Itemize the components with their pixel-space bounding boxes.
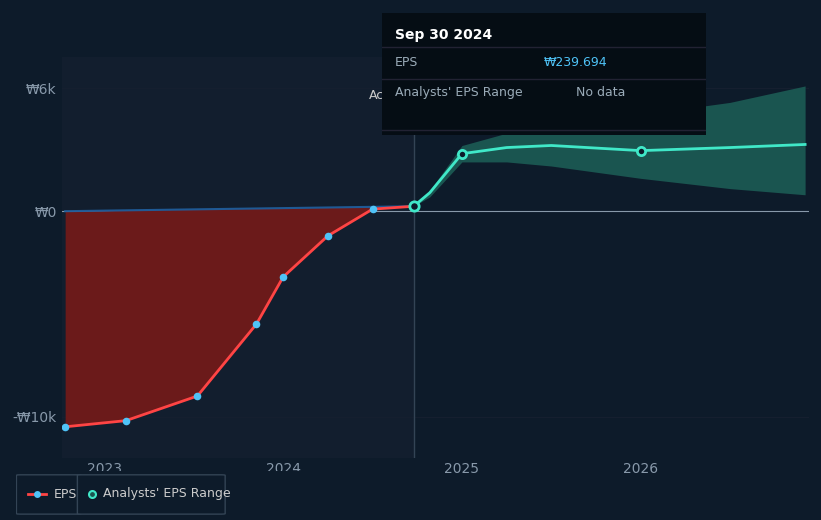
Point bbox=[366, 205, 379, 213]
Text: Actual: Actual bbox=[369, 89, 408, 102]
Text: Sep 30 2024: Sep 30 2024 bbox=[395, 28, 492, 42]
Text: ₩239.694: ₩239.694 bbox=[544, 56, 608, 69]
Text: Analysts Forecasts: Analysts Forecasts bbox=[423, 89, 539, 102]
Point bbox=[190, 392, 204, 400]
Point bbox=[58, 423, 71, 431]
Point bbox=[85, 490, 99, 498]
Text: No data: No data bbox=[576, 86, 626, 99]
Bar bbox=[62, 57, 414, 458]
Point bbox=[250, 320, 263, 328]
Point bbox=[456, 150, 469, 158]
FancyBboxPatch shape bbox=[77, 475, 225, 514]
Point bbox=[321, 232, 334, 240]
Text: Analysts' EPS Range: Analysts' EPS Range bbox=[395, 86, 522, 99]
Point bbox=[30, 490, 44, 498]
Point bbox=[119, 417, 132, 425]
Text: EPS: EPS bbox=[395, 56, 418, 69]
Point bbox=[407, 202, 420, 211]
FancyBboxPatch shape bbox=[16, 475, 81, 514]
Point bbox=[407, 202, 420, 211]
Text: Analysts' EPS Range: Analysts' EPS Range bbox=[103, 488, 231, 500]
Point bbox=[277, 273, 290, 281]
Point bbox=[634, 147, 647, 155]
Text: EPS: EPS bbox=[53, 488, 76, 500]
